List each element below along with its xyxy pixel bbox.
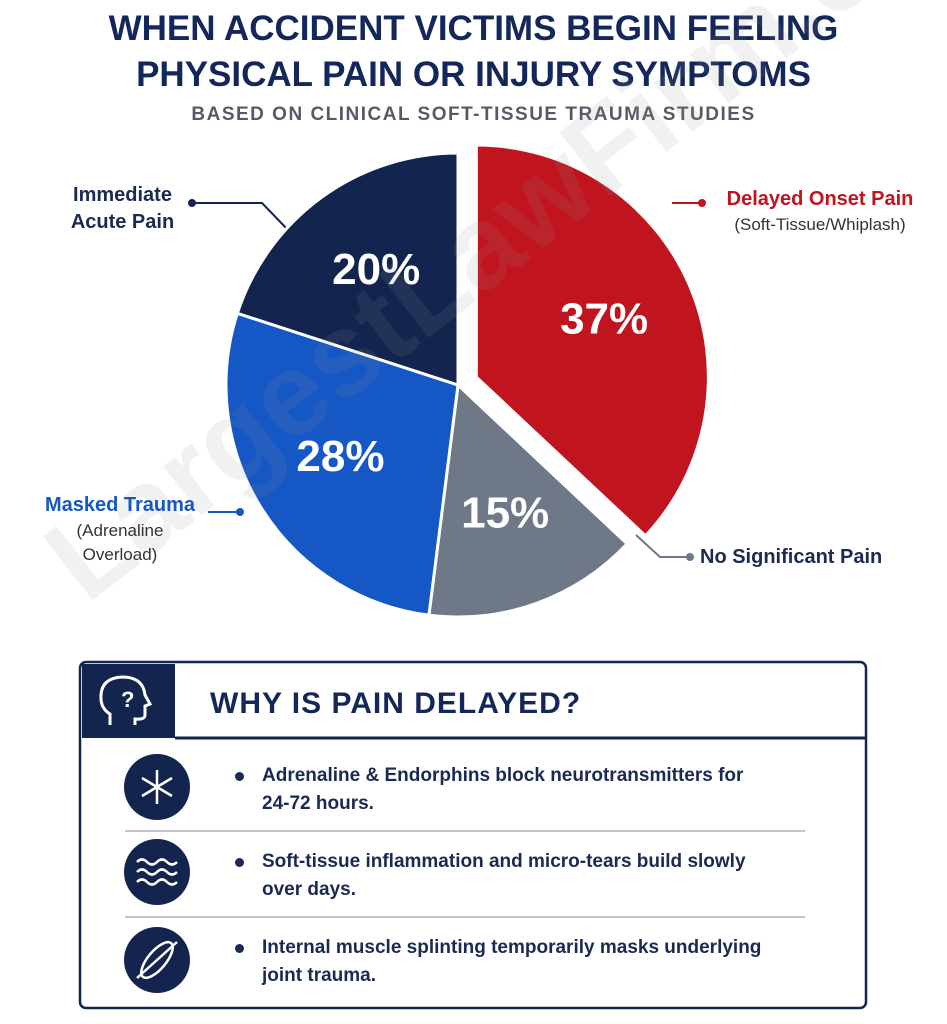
category-note: (Soft-Tissue/Whiplash) bbox=[734, 215, 906, 234]
panel: ? bbox=[78, 660, 868, 1010]
category-name: Masked Trauma bbox=[44, 494, 196, 516]
bullet bbox=[235, 858, 244, 867]
panel-item: Soft-tissue inflammation and micro-tears… bbox=[235, 848, 762, 904]
panel-item: Adrenaline & Endorphins block neurotrans… bbox=[235, 762, 762, 818]
category-label: No Significant Pain bbox=[700, 544, 900, 571]
title: WHEN ACCIDENT VICTIMS BEGIN FEELING PHYS… bbox=[108, 9, 839, 94]
category-label: Masked Trauma (Adrenaline Overload) bbox=[20, 492, 220, 567]
category-label: Immediate Acute Pain bbox=[30, 182, 215, 236]
slice-value-label: 20% bbox=[332, 245, 420, 294]
category-label: Delayed Onset Pain (Soft-Tissue/Whiplash) bbox=[700, 186, 940, 237]
pie-slice bbox=[474, 143, 710, 538]
pie-slice bbox=[224, 311, 460, 617]
pie-slice bbox=[427, 381, 630, 619]
category-name: Immediate Acute Pain bbox=[70, 184, 175, 233]
category-name: No Significant Pain bbox=[700, 546, 883, 568]
slice-value-label: 28% bbox=[296, 432, 384, 481]
category-note: (Adrenaline Overload) bbox=[76, 521, 164, 564]
leader-lines bbox=[188, 199, 706, 561]
bullet bbox=[235, 944, 244, 953]
bullet bbox=[235, 772, 244, 781]
panel-title: WHY IS PAIN DELAYED? bbox=[210, 687, 582, 720]
svg-text:?: ? bbox=[121, 687, 134, 712]
pie-chart: 37% 15% 28% 20% bbox=[188, 143, 710, 619]
subtitle: BASED ON CLINICAL SOFT-TISSUE TRAUMA STU… bbox=[191, 104, 756, 125]
pie-slice bbox=[235, 151, 460, 388]
panel-item: Internal muscle splinting temporarily ma… bbox=[235, 934, 762, 990]
slice-value-label: 15% bbox=[461, 489, 549, 538]
slice-value-label: 37% bbox=[560, 294, 648, 343]
category-name: Delayed Onset Pain bbox=[726, 188, 914, 210]
